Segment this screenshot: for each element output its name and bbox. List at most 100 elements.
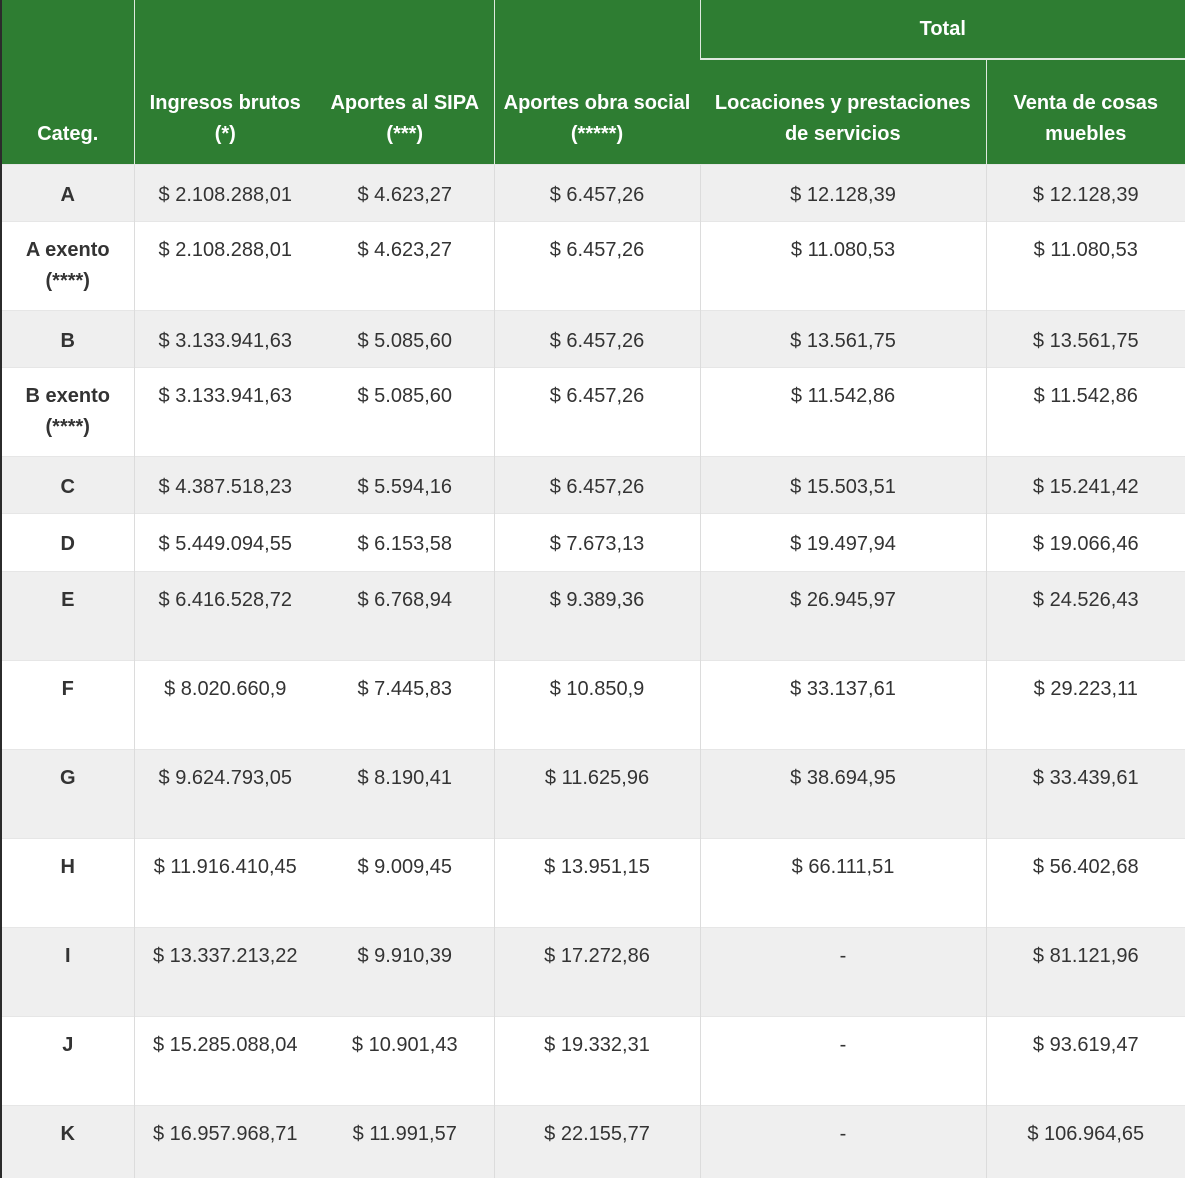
cell-ingresos: $ 13.337.213,22: [133, 927, 316, 1017]
cell-ingresos: $ 2.108.288,01: [133, 221, 316, 311]
cell-venta: $ 33.439,61: [985, 749, 1185, 839]
cell-sipa: $ 4.623,27: [316, 164, 494, 222]
cell-obra: $ 22.155,77: [493, 1105, 700, 1178]
table-row: I $ 13.337.213,22 $ 9.910,39 $ 17.272,86- $ …: [2, 927, 1185, 1017]
table-row: E $ 6.416.528,72 $ 6.768,94 $ 9.389,36 $ 26.…: [2, 571, 1185, 661]
cell-obra: $ 13.951,15: [493, 838, 700, 928]
cell-sipa: $ 10.901,43: [316, 1016, 494, 1106]
cell-locaciones: $ 26.945,97: [699, 571, 986, 661]
cell-venta: $ 24.526,43: [985, 571, 1185, 661]
cell-venta: $ 13.561,75: [985, 310, 1185, 368]
cell-locaciones: $ 38.694,95: [699, 749, 986, 839]
cell-sipa: $ 7.445,83: [316, 660, 494, 750]
cell-ingresos: $ 2.108.288,01: [133, 164, 316, 222]
cell-categ: B exento (****): [2, 367, 134, 457]
cell-obra: $ 6.457,26: [493, 367, 700, 457]
header-aportes-sipa: Aportes al SIPA (***): [316, 0, 494, 165]
cell-venta: $ 106.964,65: [985, 1105, 1185, 1178]
cell-sipa: $ 5.085,60: [316, 367, 494, 457]
cell-obra: $ 17.272,86: [493, 927, 700, 1017]
cell-locaciones: -: [699, 1105, 986, 1178]
table-body: A $ 2.108.288,01 $ 4.623,27 $ 6.457,26 $ 12.…: [2, 164, 1185, 1178]
cell-categ: K: [2, 1105, 134, 1178]
table-row: A exento (****) $ 2.108.288,01 $ 4.623,27 $…: [2, 221, 1185, 311]
cell-categ: E: [2, 571, 134, 661]
cell-locaciones: -: [699, 927, 986, 1017]
cell-categ: I: [2, 927, 134, 1017]
table-row: J $ 15.285.088,04 $ 10.901,43 $ 19.332,31- $…: [2, 1016, 1185, 1106]
cell-obra: $ 11.625,96: [493, 749, 700, 839]
header-venta-cosas-muebles: Venta de cosas muebles: [985, 59, 1185, 165]
table-row: F $ 8.020.660,9 $ 7.445,83 $ 10.850,9 $ 33.1…: [2, 660, 1185, 750]
cell-ingresos: $ 5.449.094,55: [133, 513, 316, 572]
cell-locaciones: $ 19.497,94: [699, 513, 986, 572]
cell-obra: $ 7.673,13: [493, 513, 700, 572]
cell-locaciones: $ 13.561,75: [699, 310, 986, 368]
cell-locaciones: $ 33.137,61: [699, 660, 986, 750]
cell-sipa: $ 5.085,60: [316, 310, 494, 368]
cell-ingresos: $ 6.416.528,72: [133, 571, 316, 661]
cell-categ: A: [2, 164, 134, 222]
cell-venta: $ 93.619,47: [985, 1016, 1185, 1106]
table-header: Categ. Ingresos brutos (*) Aportes al SI…: [2, 0, 1185, 165]
cell-ingresos: $ 3.133.941,63: [133, 310, 316, 368]
cell-venta: $ 29.223,11: [985, 660, 1185, 750]
cell-ingresos: $ 3.133.941,63: [133, 367, 316, 457]
cell-venta: $ 19.066,46: [985, 513, 1185, 572]
table-row: K $ 16.957.968,71 $ 11.991,57 $ 22.155,77- $…: [2, 1105, 1185, 1178]
cell-sipa: $ 9.910,39: [316, 927, 494, 1017]
cell-locaciones: $ 66.111,51: [699, 838, 986, 928]
cell-locaciones: $ 12.128,39: [699, 164, 986, 222]
cell-locaciones: $ 15.503,51: [699, 456, 986, 514]
table-row: G $ 9.624.793,05 $ 8.190,41 $ 11.625,96 $ 38…: [2, 749, 1185, 839]
cell-venta: $ 81.121,96: [985, 927, 1185, 1017]
table-row: C $ 4.387.518,23 $ 5.594,16 $ 6.457,26 $ 15.…: [2, 456, 1185, 514]
cell-sipa: $ 8.190,41: [316, 749, 494, 839]
header-total: Total: [699, 0, 1185, 60]
cell-sipa: $ 9.009,45: [316, 838, 494, 928]
cell-categ: J: [2, 1016, 134, 1106]
cell-sipa: $ 6.153,58: [316, 513, 494, 572]
cell-categ: C: [2, 456, 134, 514]
cell-venta: $ 56.402,68: [985, 838, 1185, 928]
cell-categ: G: [2, 749, 134, 839]
cell-locaciones: $ 11.080,53: [699, 221, 986, 311]
cell-obra: $ 6.457,26: [493, 456, 700, 514]
cell-categ: B: [2, 310, 134, 368]
cell-locaciones: $ 11.542,86: [699, 367, 986, 457]
header-aportes-obra-social: Aportes obra social (*****): [493, 0, 700, 165]
header-locaciones: Locaciones y prestaciones de servicios: [700, 59, 986, 165]
cell-obra: $ 6.457,26: [493, 310, 700, 368]
cell-categ: D: [2, 513, 134, 572]
cell-obra: $ 6.457,26: [493, 164, 700, 222]
cell-sipa: $ 4.623,27: [316, 221, 494, 311]
cell-ingresos: $ 11.916.410,45: [133, 838, 316, 928]
cell-ingresos: $ 15.285.088,04: [133, 1016, 316, 1106]
header-categ: Categ.: [2, 0, 134, 165]
cell-locaciones: -: [699, 1016, 986, 1106]
table-row: B exento (****) $ 3.133.941,63 $ 5.085,60 $…: [2, 367, 1185, 457]
cell-obra: $ 6.457,26: [493, 221, 700, 311]
cell-obra: $ 19.332,31: [493, 1016, 700, 1106]
cell-categ: F: [2, 660, 134, 750]
cell-venta: $ 12.128,39: [985, 164, 1185, 222]
cell-obra: $ 10.850,9: [493, 660, 700, 750]
cell-ingresos: $ 16.957.968,71: [133, 1105, 316, 1178]
cell-ingresos: $ 8.020.660,9: [133, 660, 316, 750]
table-row: B $ 3.133.941,63 $ 5.085,60 $ 6.457,26 $ 13.…: [2, 310, 1185, 368]
table-row: D $ 5.449.094,55 $ 6.153,58 $ 7.673,13 $ 19.…: [2, 513, 1185, 572]
cell-ingresos: $ 4.387.518,23: [133, 456, 316, 514]
cell-sipa: $ 6.768,94: [316, 571, 494, 661]
cell-venta: $ 11.542,86: [985, 367, 1185, 457]
table-row: H $ 11.916.410,45 $ 9.009,45 $ 13.951,15 $ 6…: [2, 838, 1185, 928]
cell-sipa: $ 5.594,16: [316, 456, 494, 514]
cell-ingresos: $ 9.624.793,05: [133, 749, 316, 839]
cell-sipa: $ 11.991,57: [316, 1105, 494, 1178]
cell-venta: $ 11.080,53: [985, 221, 1185, 311]
cell-categ: A exento (****): [2, 221, 134, 311]
header-ingresos-brutos: Ingresos brutos (*): [133, 0, 316, 165]
cell-venta: $ 15.241,42: [985, 456, 1185, 514]
table-row: A $ 2.108.288,01 $ 4.623,27 $ 6.457,26 $ 12.…: [2, 164, 1185, 222]
